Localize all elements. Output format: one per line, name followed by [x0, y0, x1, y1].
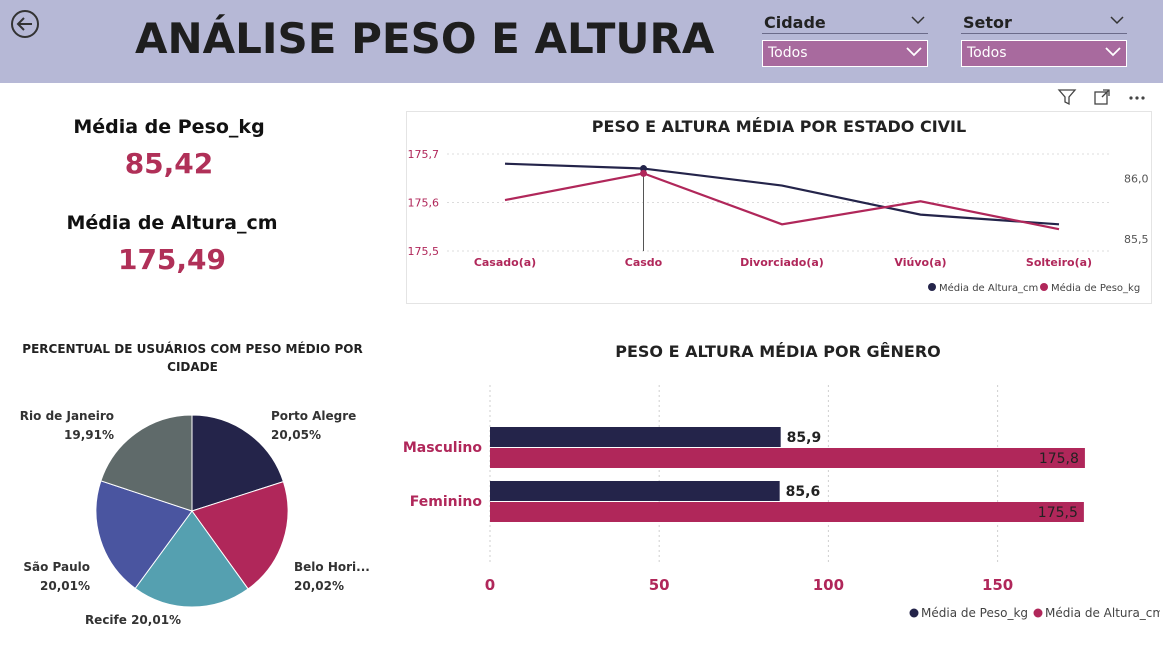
- bar: [490, 502, 1084, 522]
- line-chart: 175,7 175,6 175,5 86,0 85,5 Casado(a) Casdo Div…: [408, 148, 1149, 294]
- legend-marker: [1033, 608, 1043, 618]
- x-tick-label: Viúvo(a): [894, 256, 946, 269]
- kpi-peso-value: 85,42: [124, 147, 214, 180]
- setor-slicer: Setor Todos: [961, 13, 1127, 67]
- pie-slice-pct: 20,02%: [294, 579, 344, 593]
- x-tick-label: 150: [982, 576, 1013, 594]
- bar-data-label: 175,8: [1039, 451, 1079, 467]
- pie-slice-pct: 20,01%: [40, 579, 90, 593]
- pie-slice-label: Recife 20,01%: [85, 613, 181, 627]
- series-line: [504, 162, 1060, 226]
- cidade-slicer-label: Cidade: [764, 13, 826, 32]
- pie-chart: Porto Alegre 20,05% Belo Hori... 20,02% Reci…: [20, 409, 370, 627]
- line-chart-card: PESO E ALTURA MÉDIA POR ESTADO CIVIL 175…: [406, 111, 1152, 304]
- pie-slice-label: São Paulo: [23, 560, 90, 574]
- x-tick-label: 50: [649, 576, 670, 594]
- legend-marker: [1040, 283, 1048, 291]
- y-left-tick-label: 175,7: [408, 148, 440, 161]
- visual-toolbar: [1050, 83, 1154, 111]
- focus-mode-icon[interactable]: [1091, 86, 1113, 108]
- setor-dropdown-value: Todos: [967, 45, 1007, 61]
- x-tick-label: Casdo: [625, 256, 663, 269]
- legend-marker: [909, 608, 919, 618]
- back-arrow-icon[interactable]: [10, 9, 40, 39]
- y-right-tick-label: 85,5: [1124, 233, 1149, 246]
- chevron-down-icon[interactable]: [1109, 14, 1125, 26]
- cidade-slicer: Cidade Todos: [762, 13, 928, 67]
- legend-label: Média de Peso_kg: [1051, 282, 1140, 294]
- kpi-altura-label: Média de Altura_cm: [66, 212, 278, 234]
- filter-icon[interactable]: [1056, 86, 1078, 108]
- x-tick-label: Divorciado(a): [740, 256, 824, 269]
- legend-label: Média de Peso_kg: [921, 606, 1028, 620]
- cidade-dropdown-value: Todos: [768, 45, 808, 61]
- pie-slice-label: Rio de Janeiro: [20, 409, 114, 423]
- pie-slice-pct: 20,05%: [271, 428, 321, 442]
- x-tick-label: 100: [813, 576, 844, 594]
- bar-data-label: 175,5: [1038, 505, 1078, 521]
- kpi-altura-value: 175,49: [117, 243, 227, 276]
- chevron-down-icon: [1105, 47, 1121, 57]
- line-chart-title: PESO E ALTURA MÉDIA POR ESTADO CIVIL: [591, 117, 967, 136]
- series-line: [504, 172, 1060, 231]
- pie-chart-title: PERCENTUAL DE USUÁRIOS COM PESO MÉDIO PO…: [22, 342, 363, 374]
- x-tick-label: 0: [485, 576, 495, 594]
- page-title: ANÁLISE PESO E ALTURA: [135, 14, 715, 63]
- pie-slice: [134, 510, 249, 608]
- y-category-label: Masculino: [403, 440, 483, 456]
- bar: [490, 481, 780, 501]
- chevron-down-icon: [906, 47, 922, 57]
- data-point: [640, 169, 647, 177]
- more-options-icon[interactable]: [1126, 86, 1148, 108]
- legend-marker: [928, 283, 936, 291]
- pie-slice-pct: 19,91%: [64, 428, 114, 442]
- pie-slice: [191, 414, 285, 512]
- pie-slice: [191, 480, 289, 590]
- bar: [490, 427, 781, 447]
- setor-dropdown[interactable]: Todos: [961, 40, 1127, 67]
- pie-slice-label: Porto Alegre: [271, 409, 356, 423]
- x-tick-label: Solteiro(a): [1026, 256, 1092, 269]
- y-left-tick-label: 175,6: [408, 197, 440, 210]
- legend-label: Média de Altura_cm: [939, 282, 1038, 294]
- setor-slicer-label: Setor: [963, 13, 1012, 32]
- kpi-peso-label: Média de Peso_kg: [73, 116, 265, 138]
- y-category-label: Feminino: [410, 494, 483, 510]
- header-bar: ANÁLISE PESO E ALTURA Cidade Todos Setor…: [0, 0, 1163, 83]
- y-left-tick-label: 175,5: [408, 245, 440, 258]
- cidade-dropdown[interactable]: Todos: [762, 40, 928, 67]
- pie-slice-label: Belo Hori...: [294, 560, 370, 574]
- pie-slice: [100, 414, 193, 512]
- x-tick-label: Casado(a): [474, 256, 536, 269]
- bar-chart: 0 50 100 150 Masculino 85,9 175,8 Feminino 85,6 1…: [403, 385, 1160, 620]
- bar: [490, 448, 1085, 468]
- bar-data-label: 85,9: [787, 430, 822, 446]
- data-point: [640, 165, 647, 173]
- y-right-tick-label: 86,0: [1124, 172, 1149, 185]
- bar-data-label: 85,6: [786, 484, 821, 500]
- legend-label: Média de Altura_cm: [1045, 606, 1160, 620]
- chevron-down-icon[interactable]: [910, 14, 926, 26]
- bar-chart-title: PESO E ALTURA MÉDIA POR GÊNERO: [615, 342, 941, 361]
- pie-slice: [95, 480, 193, 590]
